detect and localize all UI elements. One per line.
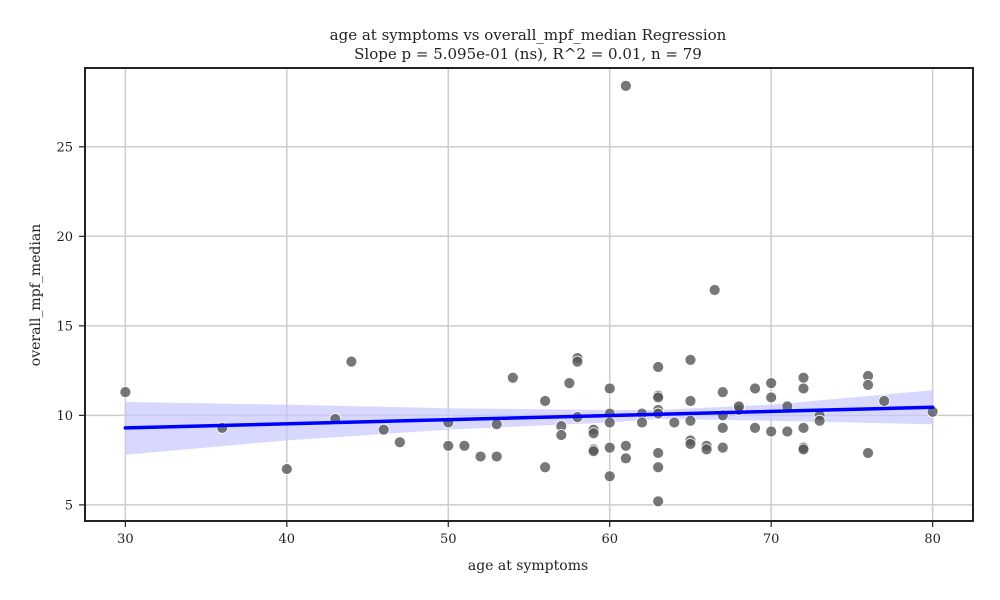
data-point [700, 443, 713, 456]
chart-subtitle: Slope p = 5.095e-01 (ns), R^2 = 0.01, n … [354, 45, 702, 63]
data-point [603, 470, 616, 483]
x-tick-label: 70 [763, 532, 780, 547]
data-point [490, 450, 503, 463]
x-tick-label: 50 [440, 532, 457, 547]
data-point [539, 395, 552, 407]
data-point [732, 400, 745, 413]
confidence-band-layer [125, 390, 933, 455]
x-tick-label: 30 [117, 532, 134, 547]
data-point [668, 416, 681, 429]
x-tick-label: 60 [601, 532, 618, 547]
y-tick-label: 25 [56, 140, 73, 155]
regression-line [123, 405, 935, 430]
data-point [619, 80, 632, 92]
plot-frame [84, 67, 974, 522]
data-point [619, 452, 632, 465]
data-point [652, 447, 665, 459]
data-point [765, 391, 778, 404]
data-point [797, 382, 810, 395]
data-point [474, 450, 487, 463]
data-point [539, 461, 552, 474]
data-point [708, 284, 721, 296]
data-point [684, 353, 697, 366]
data-point [458, 439, 471, 452]
data-point [119, 386, 132, 398]
data-point [878, 395, 891, 407]
data-point [652, 495, 665, 508]
regression-line-layer [123, 405, 935, 430]
data-point [603, 416, 616, 429]
x-axis-label: age at symptoms [468, 558, 588, 574]
data-point [862, 447, 874, 459]
data-point [619, 439, 632, 452]
data-point [716, 421, 729, 434]
data-point [603, 441, 616, 454]
data-point [636, 416, 648, 429]
data-point [749, 421, 761, 434]
data-point [490, 418, 503, 431]
data-point [571, 355, 584, 368]
data-point [377, 423, 390, 436]
data-point [684, 414, 697, 427]
data-point [716, 441, 729, 454]
data-point [765, 425, 778, 438]
data-point [862, 379, 874, 391]
y-tick-label: 5 [65, 498, 73, 513]
grid-layer [85, 68, 973, 521]
data-point [280, 463, 293, 475]
data-point [345, 355, 358, 368]
data-point [555, 429, 568, 441]
data-point [684, 395, 697, 407]
y-axis-label: overall_mpf_median [28, 224, 44, 366]
data-point [781, 425, 794, 438]
data-point [749, 382, 761, 395]
data-point [652, 461, 665, 474]
scatter-points-layer [119, 80, 939, 508]
data-point [652, 361, 665, 373]
axis-layer: 30 40 50 60 70 80 5 10 15 20 25 [56, 67, 974, 547]
data-point [587, 427, 600, 440]
chart-title: age at symptoms vs overall_mpf_median Re… [330, 26, 727, 44]
y-tick-label: 15 [56, 319, 73, 334]
data-point [506, 371, 519, 384]
data-point [797, 371, 810, 384]
data-point [684, 438, 697, 450]
data-point [797, 443, 810, 456]
data-point [442, 439, 455, 452]
data-point [716, 386, 729, 398]
data-point [603, 382, 616, 395]
confidence-band [125, 390, 933, 455]
data-point [393, 436, 406, 449]
data-point [563, 377, 576, 390]
y-tick-label: 20 [56, 230, 73, 245]
data-point [587, 445, 600, 458]
x-tick-label: 80 [924, 532, 941, 547]
data-point [652, 391, 665, 404]
data-point [813, 414, 826, 427]
data-point [797, 421, 810, 434]
data-point [765, 377, 778, 390]
y-tick-label: 10 [56, 409, 73, 424]
x-tick-label: 40 [279, 532, 296, 547]
